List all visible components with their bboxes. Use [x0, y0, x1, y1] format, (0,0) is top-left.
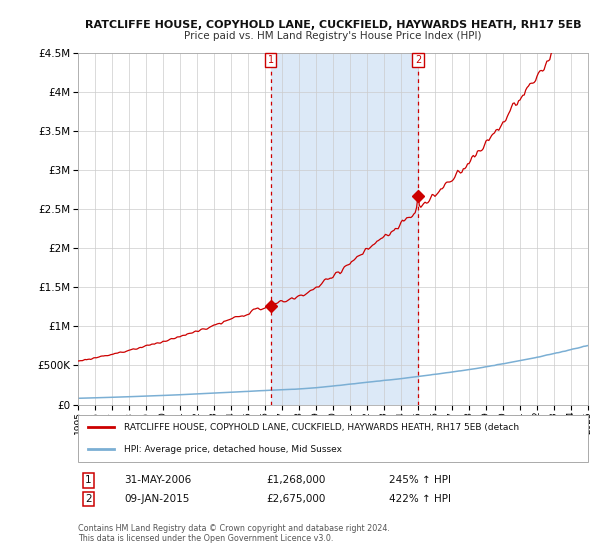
Text: 1: 1 [85, 475, 92, 485]
Text: £1,268,000: £1,268,000 [266, 475, 326, 485]
Text: £2,675,000: £2,675,000 [266, 494, 326, 504]
Text: 1: 1 [268, 55, 274, 65]
FancyBboxPatch shape [78, 415, 588, 461]
Text: 2: 2 [415, 55, 421, 65]
Text: Contains HM Land Registry data © Crown copyright and database right 2024.
This d: Contains HM Land Registry data © Crown c… [78, 524, 390, 543]
Text: 09-JAN-2015: 09-JAN-2015 [124, 494, 189, 504]
Text: 422% ↑ HPI: 422% ↑ HPI [389, 494, 451, 504]
Bar [271, 53, 418, 404]
Text: 2: 2 [85, 494, 92, 504]
Text: 31-MAY-2006: 31-MAY-2006 [124, 475, 191, 485]
Text: RATCLIFFE HOUSE, COPYHOLD LANE, CUCKFIELD, HAYWARDS HEATH, RH17 5EB (detach: RATCLIFFE HOUSE, COPYHOLD LANE, CUCKFIEL… [124, 423, 519, 432]
Text: RATCLIFFE HOUSE, COPYHOLD LANE, CUCKFIELD, HAYWARDS HEATH, RH17 5EB: RATCLIFFE HOUSE, COPYHOLD LANE, CUCKFIEL… [85, 20, 581, 30]
Text: Price paid vs. HM Land Registry's House Price Index (HPI): Price paid vs. HM Land Registry's House … [184, 31, 482, 41]
Text: 245% ↑ HPI: 245% ↑ HPI [389, 475, 451, 485]
Text: HPI: Average price, detached house, Mid Sussex: HPI: Average price, detached house, Mid … [124, 445, 342, 454]
